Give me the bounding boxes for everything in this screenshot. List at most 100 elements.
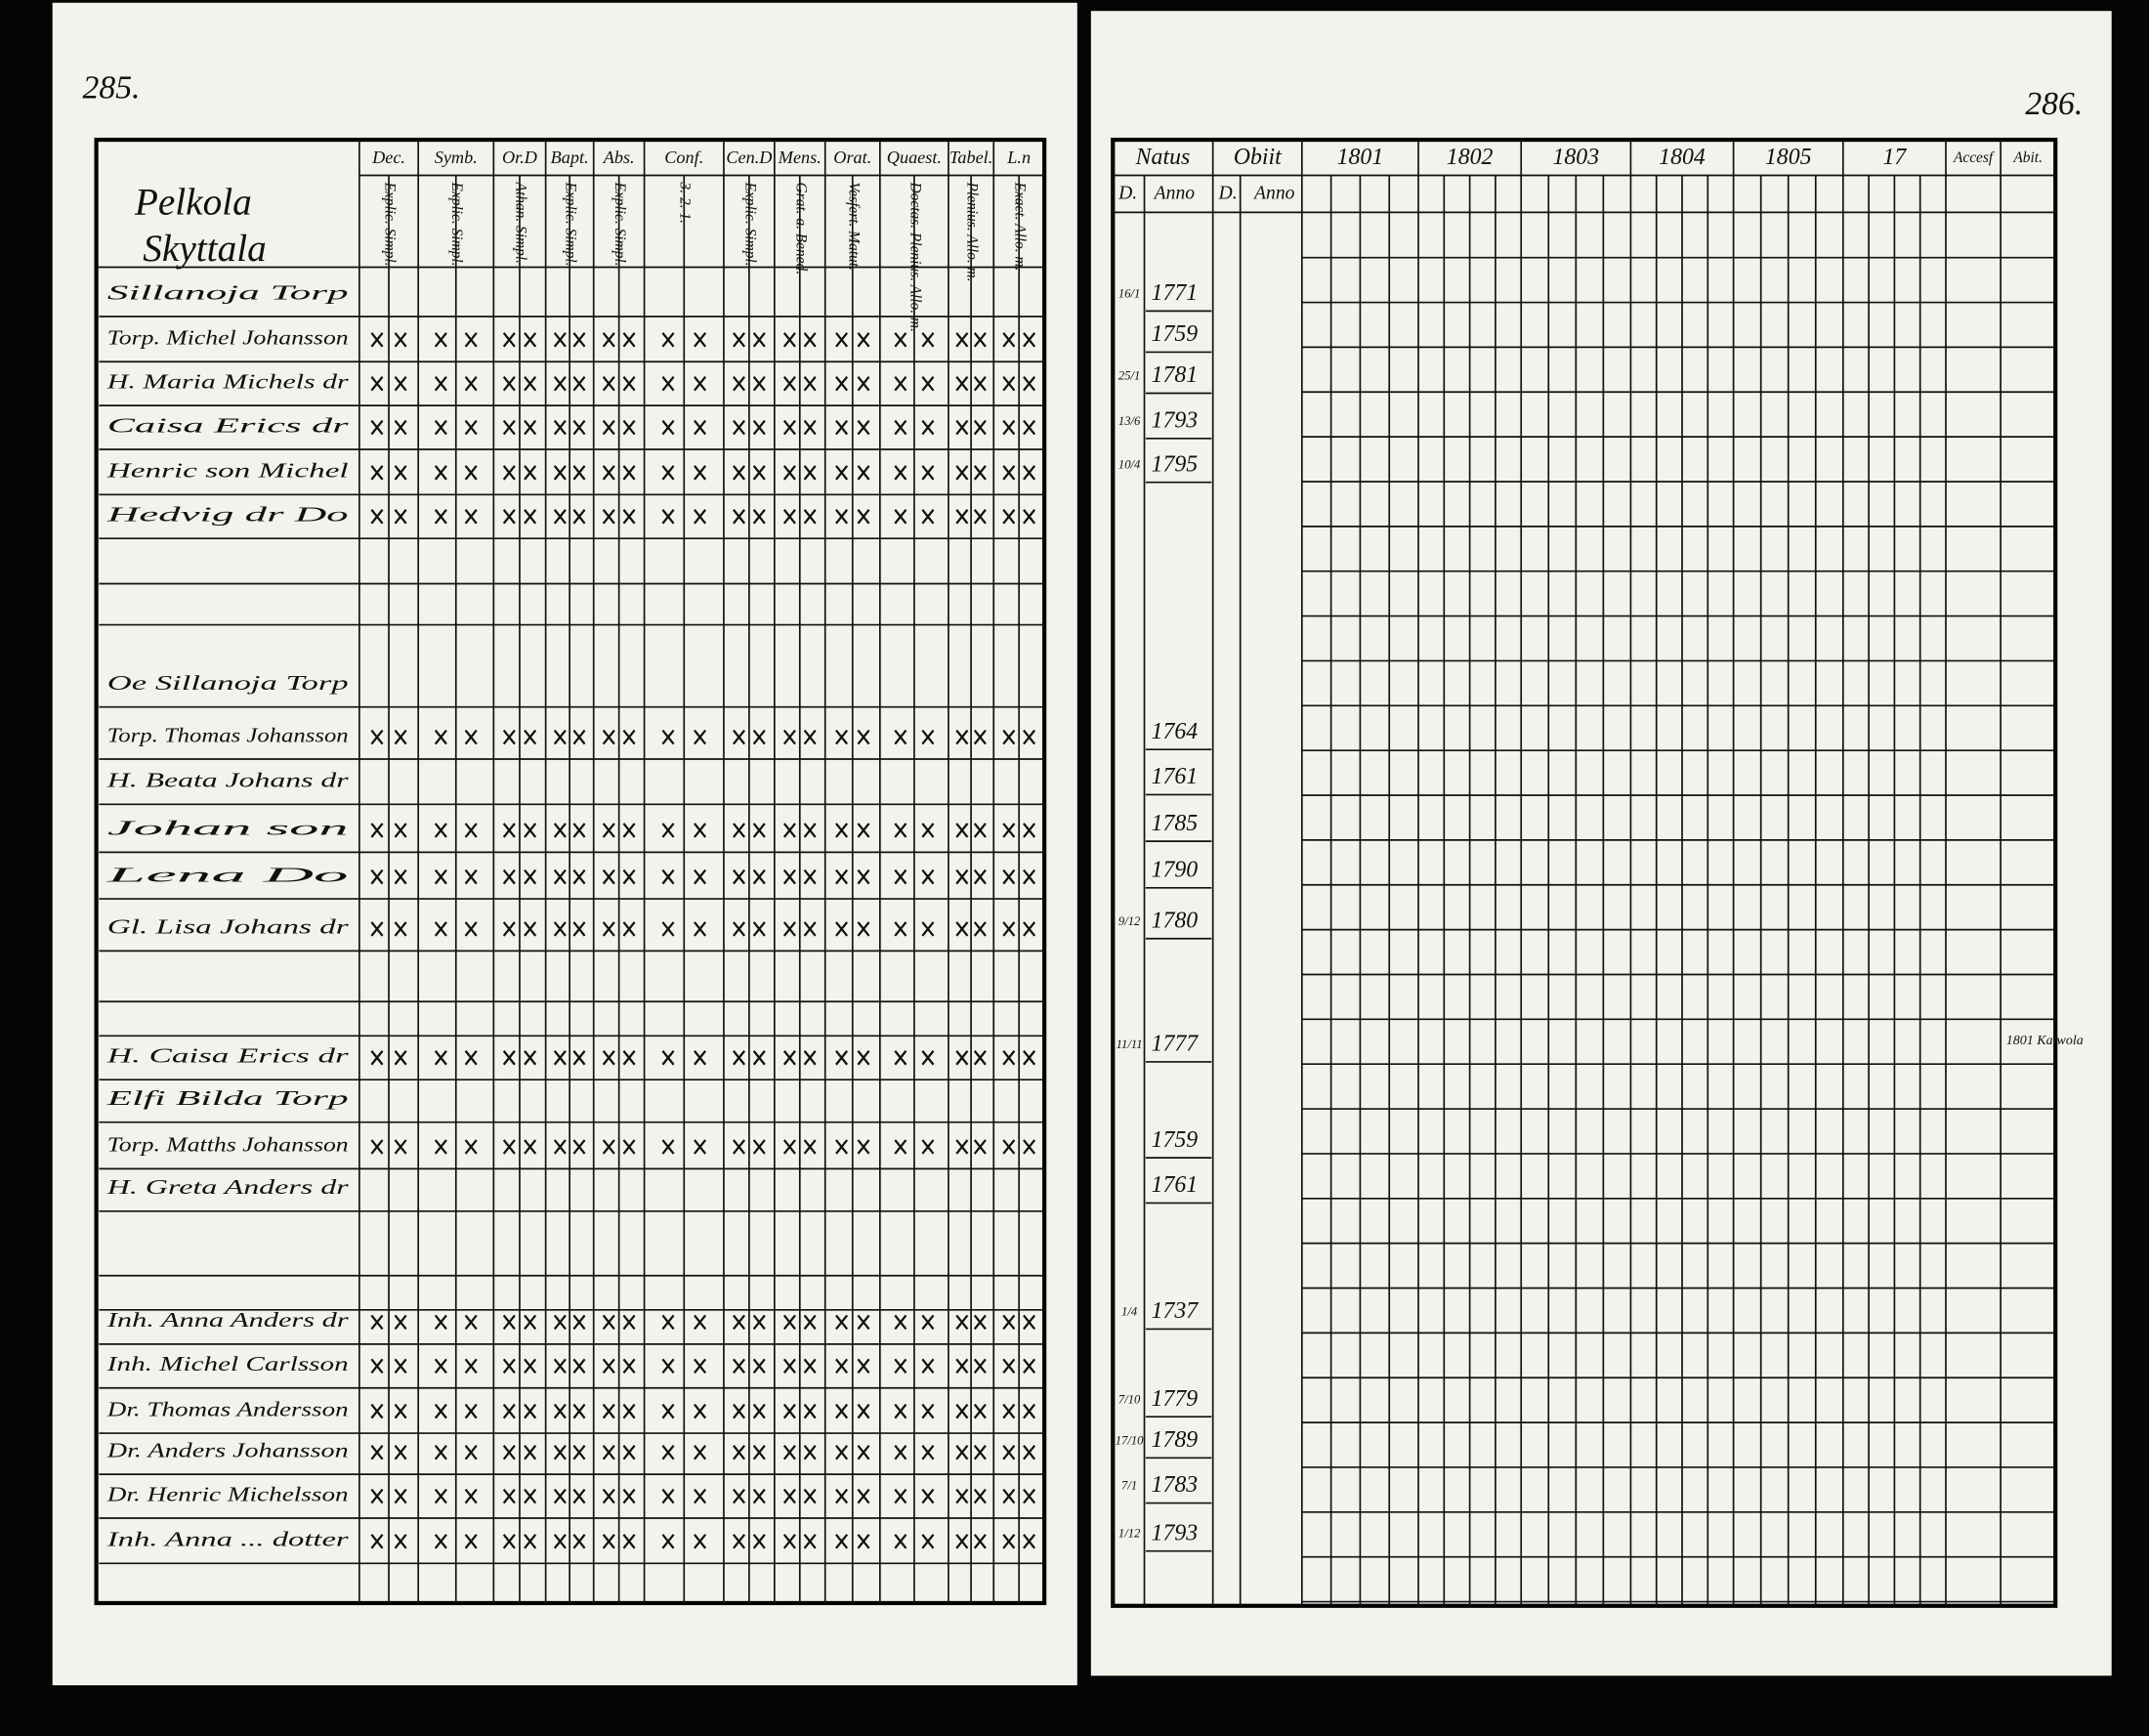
check-mark [1002, 868, 1016, 885]
birth-year: 1793 [1152, 1520, 1199, 1545]
check-mark [502, 1534, 516, 1549]
check-mark [502, 509, 516, 525]
check-mark [464, 1403, 478, 1419]
check-mark [894, 921, 907, 937]
check-mark [370, 921, 384, 937]
person-name: Oe Sillanoja Torp [107, 671, 349, 695]
check-mark [1002, 465, 1016, 481]
check-mark [661, 332, 675, 348]
column-header: 1804 [1659, 145, 1706, 170]
check-mark [553, 1403, 567, 1419]
check-mark [921, 868, 935, 885]
check-mark [394, 465, 407, 481]
check-mark [694, 1050, 707, 1066]
check-mark [803, 375, 817, 392]
column-header: Natus [1135, 145, 1191, 170]
check-mark [955, 1444, 969, 1461]
check-mark [502, 332, 516, 348]
check-mark [1002, 375, 1016, 392]
check-mark [694, 823, 707, 838]
check-mark [921, 921, 935, 937]
check-mark [921, 1403, 935, 1419]
check-mark [434, 1444, 447, 1461]
check-mark [955, 921, 969, 937]
check-mark [921, 1488, 935, 1504]
check-mark [857, 868, 870, 885]
check-mark [502, 375, 516, 392]
check-mark [622, 1050, 636, 1066]
column-header: 1803 [1552, 145, 1599, 170]
column-header: Abs. [603, 148, 635, 167]
check-mark [1002, 419, 1016, 436]
column-header: 1805 [1765, 145, 1812, 170]
check-mark [955, 332, 969, 348]
check-mark [803, 1403, 817, 1419]
check-mark [1023, 1050, 1036, 1066]
check-mark [464, 823, 478, 838]
check-mark [502, 1403, 516, 1419]
check-mark [661, 868, 675, 885]
column-subheader: Explic. Simpl. [563, 182, 579, 267]
column-subheader: 3. 2. 1. [677, 182, 694, 224]
check-mark [694, 332, 707, 348]
check-mark [524, 1050, 537, 1066]
check-mark [524, 1139, 537, 1155]
check-mark [434, 823, 447, 838]
check-mark [602, 1358, 615, 1375]
check-mark [1023, 729, 1036, 745]
column-header: Abit. [2012, 149, 2043, 166]
check-mark [803, 1358, 817, 1375]
check-mark [553, 1139, 567, 1155]
check-mark [572, 1403, 586, 1419]
check-mark [394, 1444, 407, 1461]
column-header: 17 [1882, 145, 1907, 170]
check-mark [602, 868, 615, 885]
check-mark [835, 729, 849, 745]
column-header: Quaest. [887, 148, 942, 167]
person-name: Dr. Anders Johansson [105, 1439, 348, 1462]
check-mark [553, 729, 567, 745]
check-mark [857, 332, 870, 348]
check-mark [553, 332, 567, 348]
check-mark [394, 868, 407, 885]
check-mark [572, 1050, 586, 1066]
column-header: L.n [1006, 148, 1031, 167]
column-header: Accesf [1953, 149, 1996, 166]
check-mark [553, 868, 567, 885]
check-mark [572, 1139, 586, 1155]
column-header: Orat. [833, 148, 871, 167]
column-subheader: Exact. Allo. m. [1012, 182, 1029, 272]
check-mark [622, 1358, 636, 1375]
check-mark [733, 1534, 746, 1549]
check-mark [602, 1403, 615, 1419]
check-mark [502, 1444, 516, 1461]
check-mark [622, 823, 636, 838]
column-subheader: Explic. Simpl. [448, 182, 465, 267]
check-mark [694, 1403, 707, 1419]
check-mark [955, 1314, 969, 1331]
check-mark [1002, 729, 1016, 745]
birth-day: 1/12 [1118, 1527, 1141, 1541]
birth-day: 16/1 [1118, 286, 1140, 300]
check-mark [803, 868, 817, 885]
check-mark [602, 729, 615, 745]
check-mark [1002, 1050, 1016, 1066]
check-mark [464, 1314, 478, 1331]
birth-year: 1764 [1152, 719, 1199, 744]
person-name: H. Caisa Erics dr [105, 1044, 350, 1068]
check-mark [602, 1139, 615, 1155]
check-mark [622, 1314, 636, 1331]
column-subheader: Explic. Simpl. [741, 182, 758, 267]
check-mark [572, 823, 586, 838]
check-mark [894, 419, 907, 436]
check-mark [973, 1488, 987, 1504]
check-mark [434, 729, 447, 745]
check-mark [622, 1403, 636, 1419]
check-mark [394, 1403, 407, 1419]
check-mark [1002, 1534, 1016, 1549]
birth-year: 1759 [1152, 321, 1199, 347]
check-mark [553, 509, 567, 525]
check-mark [553, 1488, 567, 1504]
check-mark [602, 1050, 615, 1066]
